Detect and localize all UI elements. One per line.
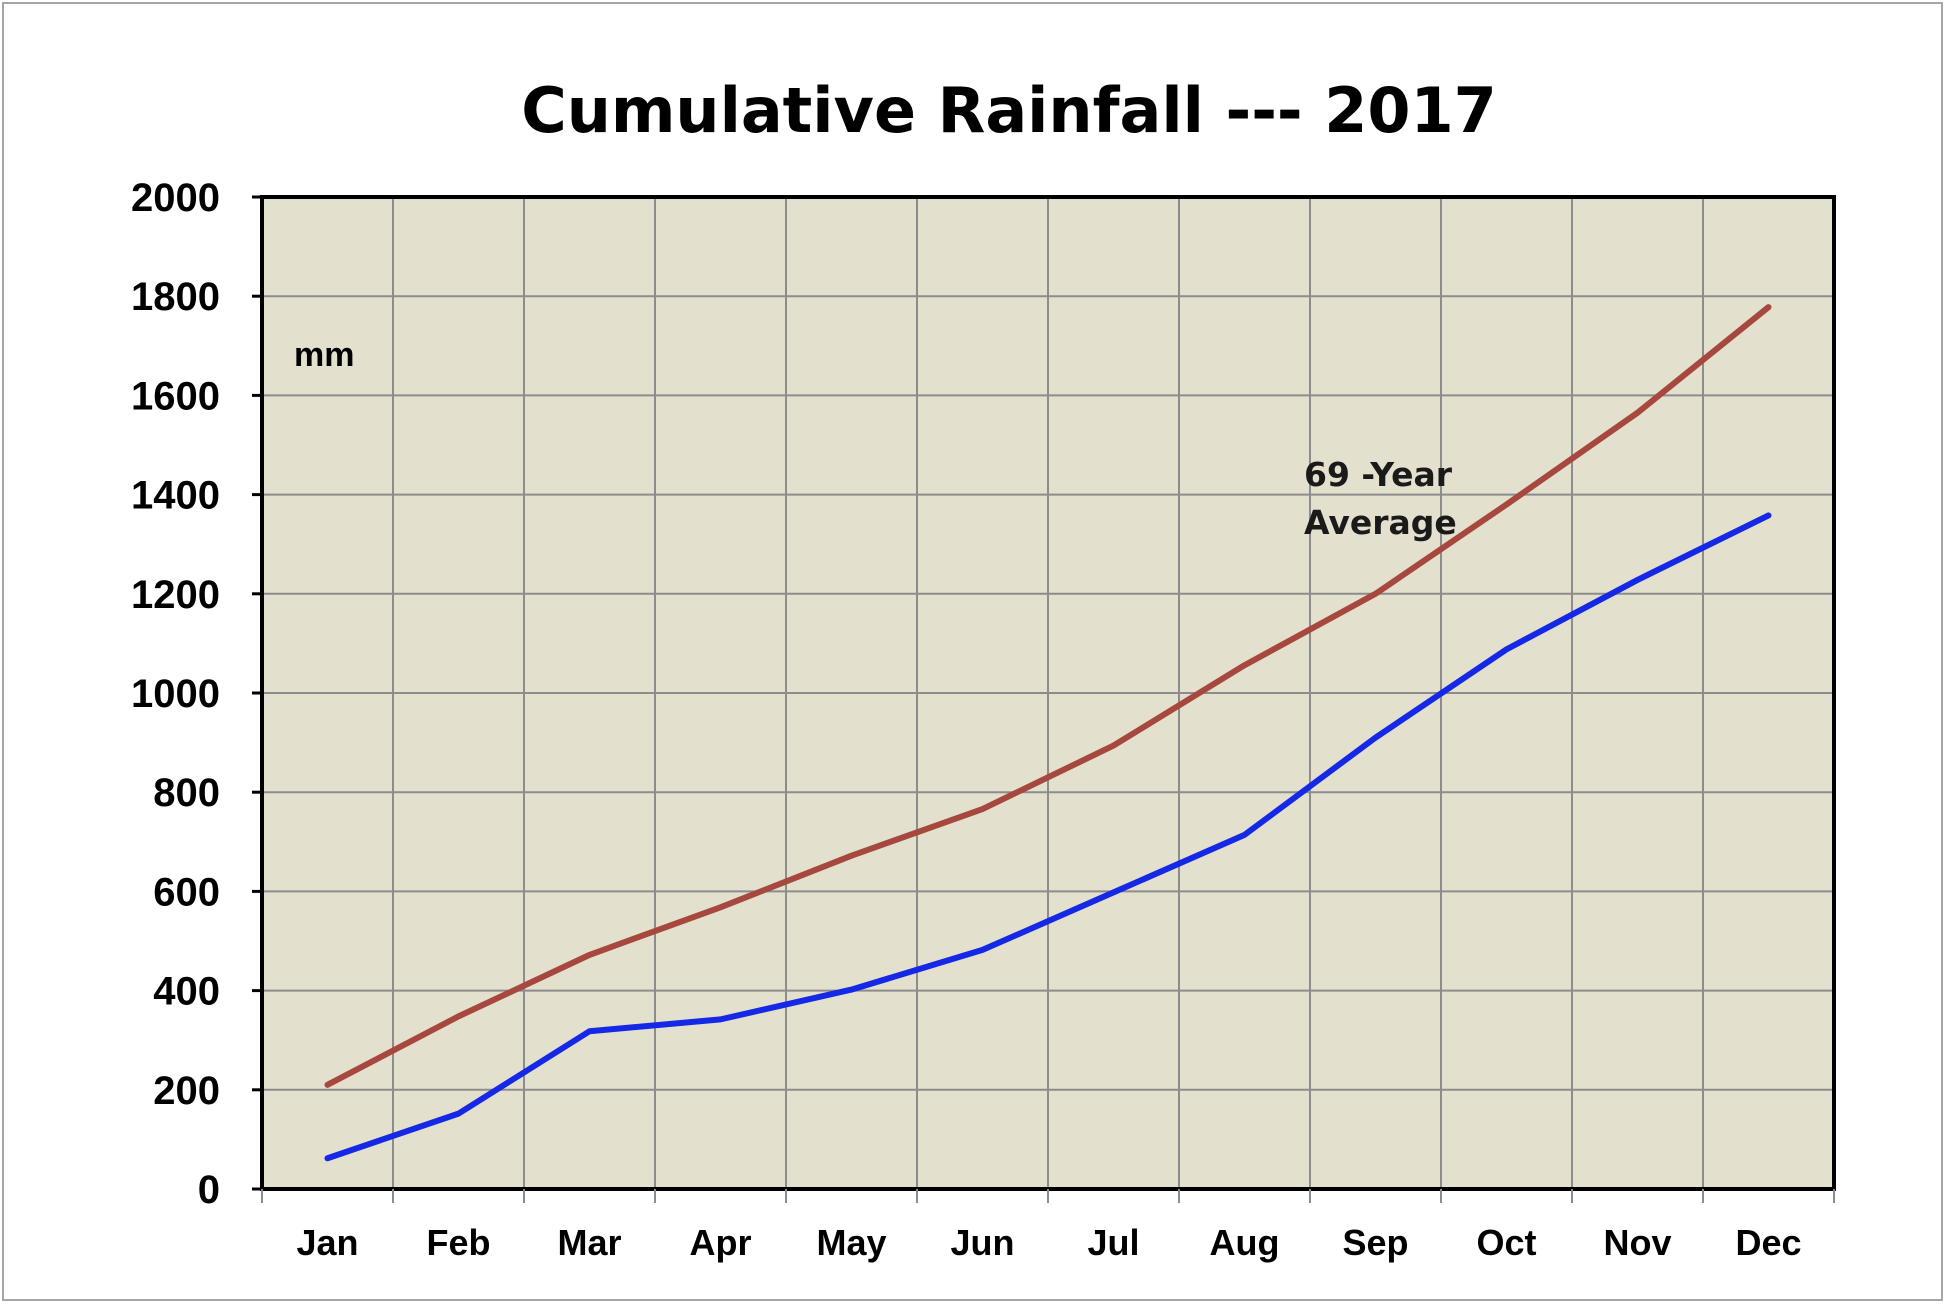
- chart-title: Cumulative Rainfall --- 2017: [521, 74, 1497, 147]
- y-tick-label: 200: [153, 1069, 220, 1113]
- rainfall-line-chart: 0 200 400 600 800 1000 1200 1400 1600 1800 2000 Ja…: [131, 74, 1836, 1263]
- annotation-line: 69 -Year: [1304, 455, 1453, 494]
- y-axis-tick-labels: 0 200 400 600 800 1000 1200 1400 1600 1800 2000: [131, 176, 220, 1212]
- x-tick-label: Nov: [1603, 1222, 1671, 1263]
- series-line-1: [324, 304, 1772, 1088]
- y-tick-label: 1400: [131, 474, 220, 518]
- y-tick-label: 400: [153, 970, 220, 1014]
- axes: [252, 195, 1836, 1203]
- y-tick-label: 800: [153, 771, 220, 815]
- y-tick-label: 1600: [131, 374, 220, 418]
- y-tick-label: 1000: [131, 672, 220, 716]
- x-axis-tick-labels: Jan Feb Mar Apr May Jun Jul Aug Sep Oct Nov Dec: [296, 1222, 1801, 1263]
- annotation-line: Average: [1304, 503, 1457, 542]
- x-tick-label: Jul: [1087, 1222, 1139, 1263]
- average-annotation: 69 -Year Average: [1304, 455, 1457, 542]
- x-tick-label: Sep: [1342, 1222, 1408, 1263]
- y-tick-label: 1800: [131, 275, 220, 319]
- x-tick-label: Feb: [426, 1222, 490, 1263]
- x-tick-label: Oct: [1476, 1222, 1536, 1263]
- y-unit-label: mm: [294, 336, 354, 374]
- x-tick-label: Apr: [690, 1222, 752, 1263]
- x-tick-label: Jun: [950, 1222, 1014, 1263]
- x-tick-label: Aug: [1210, 1222, 1280, 1263]
- x-tick-label: May: [816, 1222, 886, 1263]
- series-lines: [324, 304, 1772, 1162]
- series-line-2: [324, 512, 1772, 1162]
- x-tick-label: Jan: [296, 1222, 358, 1263]
- y-tick-label: 2000: [131, 176, 220, 220]
- y-tick-label: 0: [198, 1168, 220, 1212]
- y-tick-label: 600: [153, 870, 220, 914]
- x-tick-label: Dec: [1735, 1222, 1801, 1263]
- annotations: 69 -Year Average: [1304, 455, 1457, 542]
- x-tick-label: Mar: [557, 1222, 621, 1263]
- y-tick-label: 1200: [131, 573, 220, 617]
